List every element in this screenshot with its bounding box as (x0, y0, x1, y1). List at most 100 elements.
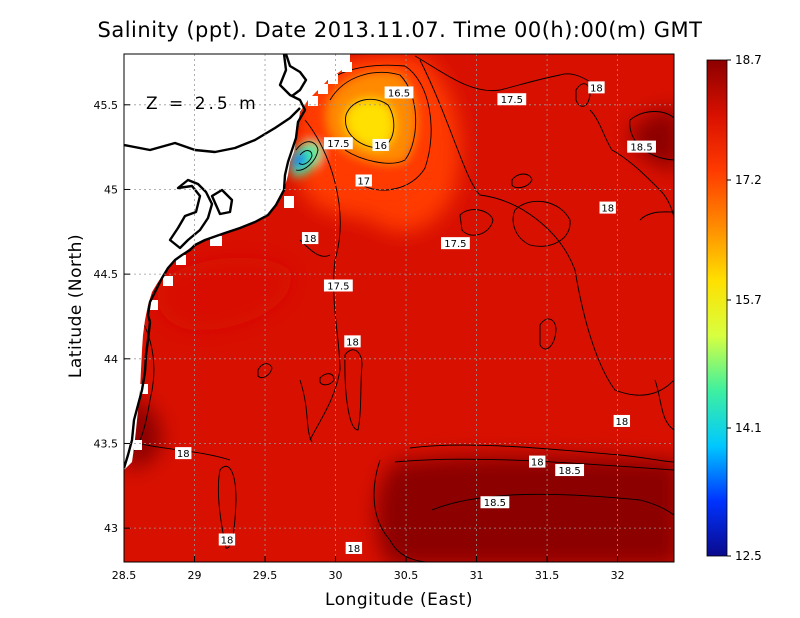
land-area (124, 54, 350, 470)
y-tick-label: 44.5 (94, 268, 119, 281)
contour-label-text: 18 (531, 458, 544, 469)
contour-label-box (355, 174, 372, 187)
contour-label: 17.5 (441, 237, 470, 250)
contour-line (298, 150, 313, 165)
contour-label: 18.5 (480, 496, 510, 509)
coastline-south (124, 321, 152, 469)
contour-label: 18 (175, 447, 192, 460)
plot-frame (123, 53, 675, 563)
contour-label: 16 (372, 138, 389, 152)
map-title: Salinity (ppt). Date 2013.11.07. Time 00… (97, 18, 703, 42)
contour-label-box (588, 81, 605, 94)
x-tick-label: 30 (329, 569, 343, 582)
contour-line (344, 349, 363, 431)
contour-line (414, 55, 601, 92)
contour-line (512, 200, 571, 247)
contour-label: 18 (301, 232, 319, 245)
colorbar-tick-label: 18.7 (735, 53, 762, 67)
contour-label-box (372, 138, 389, 151)
coastline-danube-delta (124, 107, 301, 154)
plot-area (124, 54, 674, 562)
contour-label-text: 17.5 (501, 95, 523, 106)
grid-lines (124, 54, 674, 562)
contour-label: 18 (588, 81, 605, 94)
grid-cell-edges (134, 62, 352, 450)
contour-labels: 16.5 17.5 18 16 17.5 18.5 17 18 18 17.5 17.5 18 18 18… (175, 81, 656, 555)
y-tick-label: 45.5 (94, 99, 119, 112)
contour-label-text: 16 (374, 141, 387, 152)
x-tick-label: 28.5 (112, 569, 137, 582)
colorbar: 18.7 17.2 15.7 14.1 12.5 (706, 53, 762, 563)
contour-line (394, 458, 674, 471)
salinity-field-danube-core (293, 152, 307, 169)
salinity-field-plume-16 (345, 99, 394, 148)
contour-label-box (218, 533, 236, 546)
colorbar-tick-label: 15.7 (735, 293, 762, 307)
contour-line (299, 379, 313, 443)
contour-label-text: 16.5 (388, 88, 410, 99)
contour-label-box (344, 335, 361, 348)
contour-line (409, 444, 674, 463)
colorbar-gradient (706, 59, 728, 557)
x-tick-label: 31 (470, 569, 484, 582)
contour-label-box (627, 140, 656, 153)
contour-line (299, 64, 432, 191)
coastline-lagoon (168, 178, 214, 250)
contour-label: 17.5 (323, 279, 353, 292)
x-tick-label: 30.5 (394, 569, 419, 582)
contour-label-text: 18.5 (484, 498, 506, 509)
contour-label-box (599, 201, 616, 214)
coastline-main (146, 54, 307, 323)
contour-label-text: 17.5 (444, 239, 466, 250)
contour-label: 18 (599, 201, 616, 215)
contour-label-box (555, 464, 585, 477)
contour-line (329, 72, 417, 164)
y-tick-label: 45 (104, 183, 118, 196)
salinity-field-southern-high (376, 455, 674, 562)
contour-label: 17 (355, 174, 372, 188)
coastline-lagoon (210, 188, 234, 216)
x-axis: 28.5 29 29.5 30 30.5 31 31.5 32 (112, 556, 625, 582)
contour-label-text: 17 (357, 177, 370, 188)
x-tick-label: 29 (188, 569, 202, 582)
colorbar-ticks: 18.7 17.2 15.7 14.1 12.5 (727, 53, 762, 563)
contour-line (539, 318, 557, 350)
contour-label-box (480, 496, 510, 509)
contour-line (575, 83, 591, 107)
y-tick-label: 44 (104, 353, 118, 366)
y-axis: 43 43.5 44 44.5 45 45.5 (94, 99, 130, 535)
contour-label-text: 18.5 (559, 466, 581, 477)
contour-label-box (175, 447, 192, 460)
contour-line (639, 211, 674, 221)
contour-label: 18.5 (627, 140, 656, 154)
contour-label-box (323, 137, 353, 150)
x-tick-label: 31.5 (535, 569, 560, 582)
x-axis-label: Longitude (East) (325, 590, 473, 610)
coastline-north (284, 54, 308, 97)
contour-label-text: 18 (221, 535, 234, 546)
contour-line (304, 119, 341, 441)
contour-label: 18.5 (555, 464, 585, 477)
contour-label-box (529, 455, 546, 468)
contour-line (589, 109, 674, 221)
contour-label-text: 18 (304, 234, 317, 245)
contour-label: 18 (529, 455, 546, 469)
contour-label-text: 18 (601, 204, 614, 215)
contour-line (459, 209, 494, 236)
contour-label-box (613, 414, 631, 427)
contour-line (431, 493, 674, 516)
contour-label-text: 18 (346, 337, 359, 348)
contour-label: 18 (218, 533, 236, 546)
contour-line (319, 373, 335, 386)
contour-line (511, 173, 533, 189)
contour-label: 17.5 (323, 137, 353, 150)
contour-label-box (384, 86, 414, 99)
land-mask (124, 54, 352, 470)
salinity-field-northeast-high (630, 109, 674, 170)
contour-label-box (301, 232, 319, 245)
contour-label: 16.5 (384, 86, 414, 99)
contour-label: 17.5 (497, 93, 527, 106)
x-tick-label: 29.5 (253, 569, 278, 582)
contour-label: 18 (345, 541, 363, 555)
